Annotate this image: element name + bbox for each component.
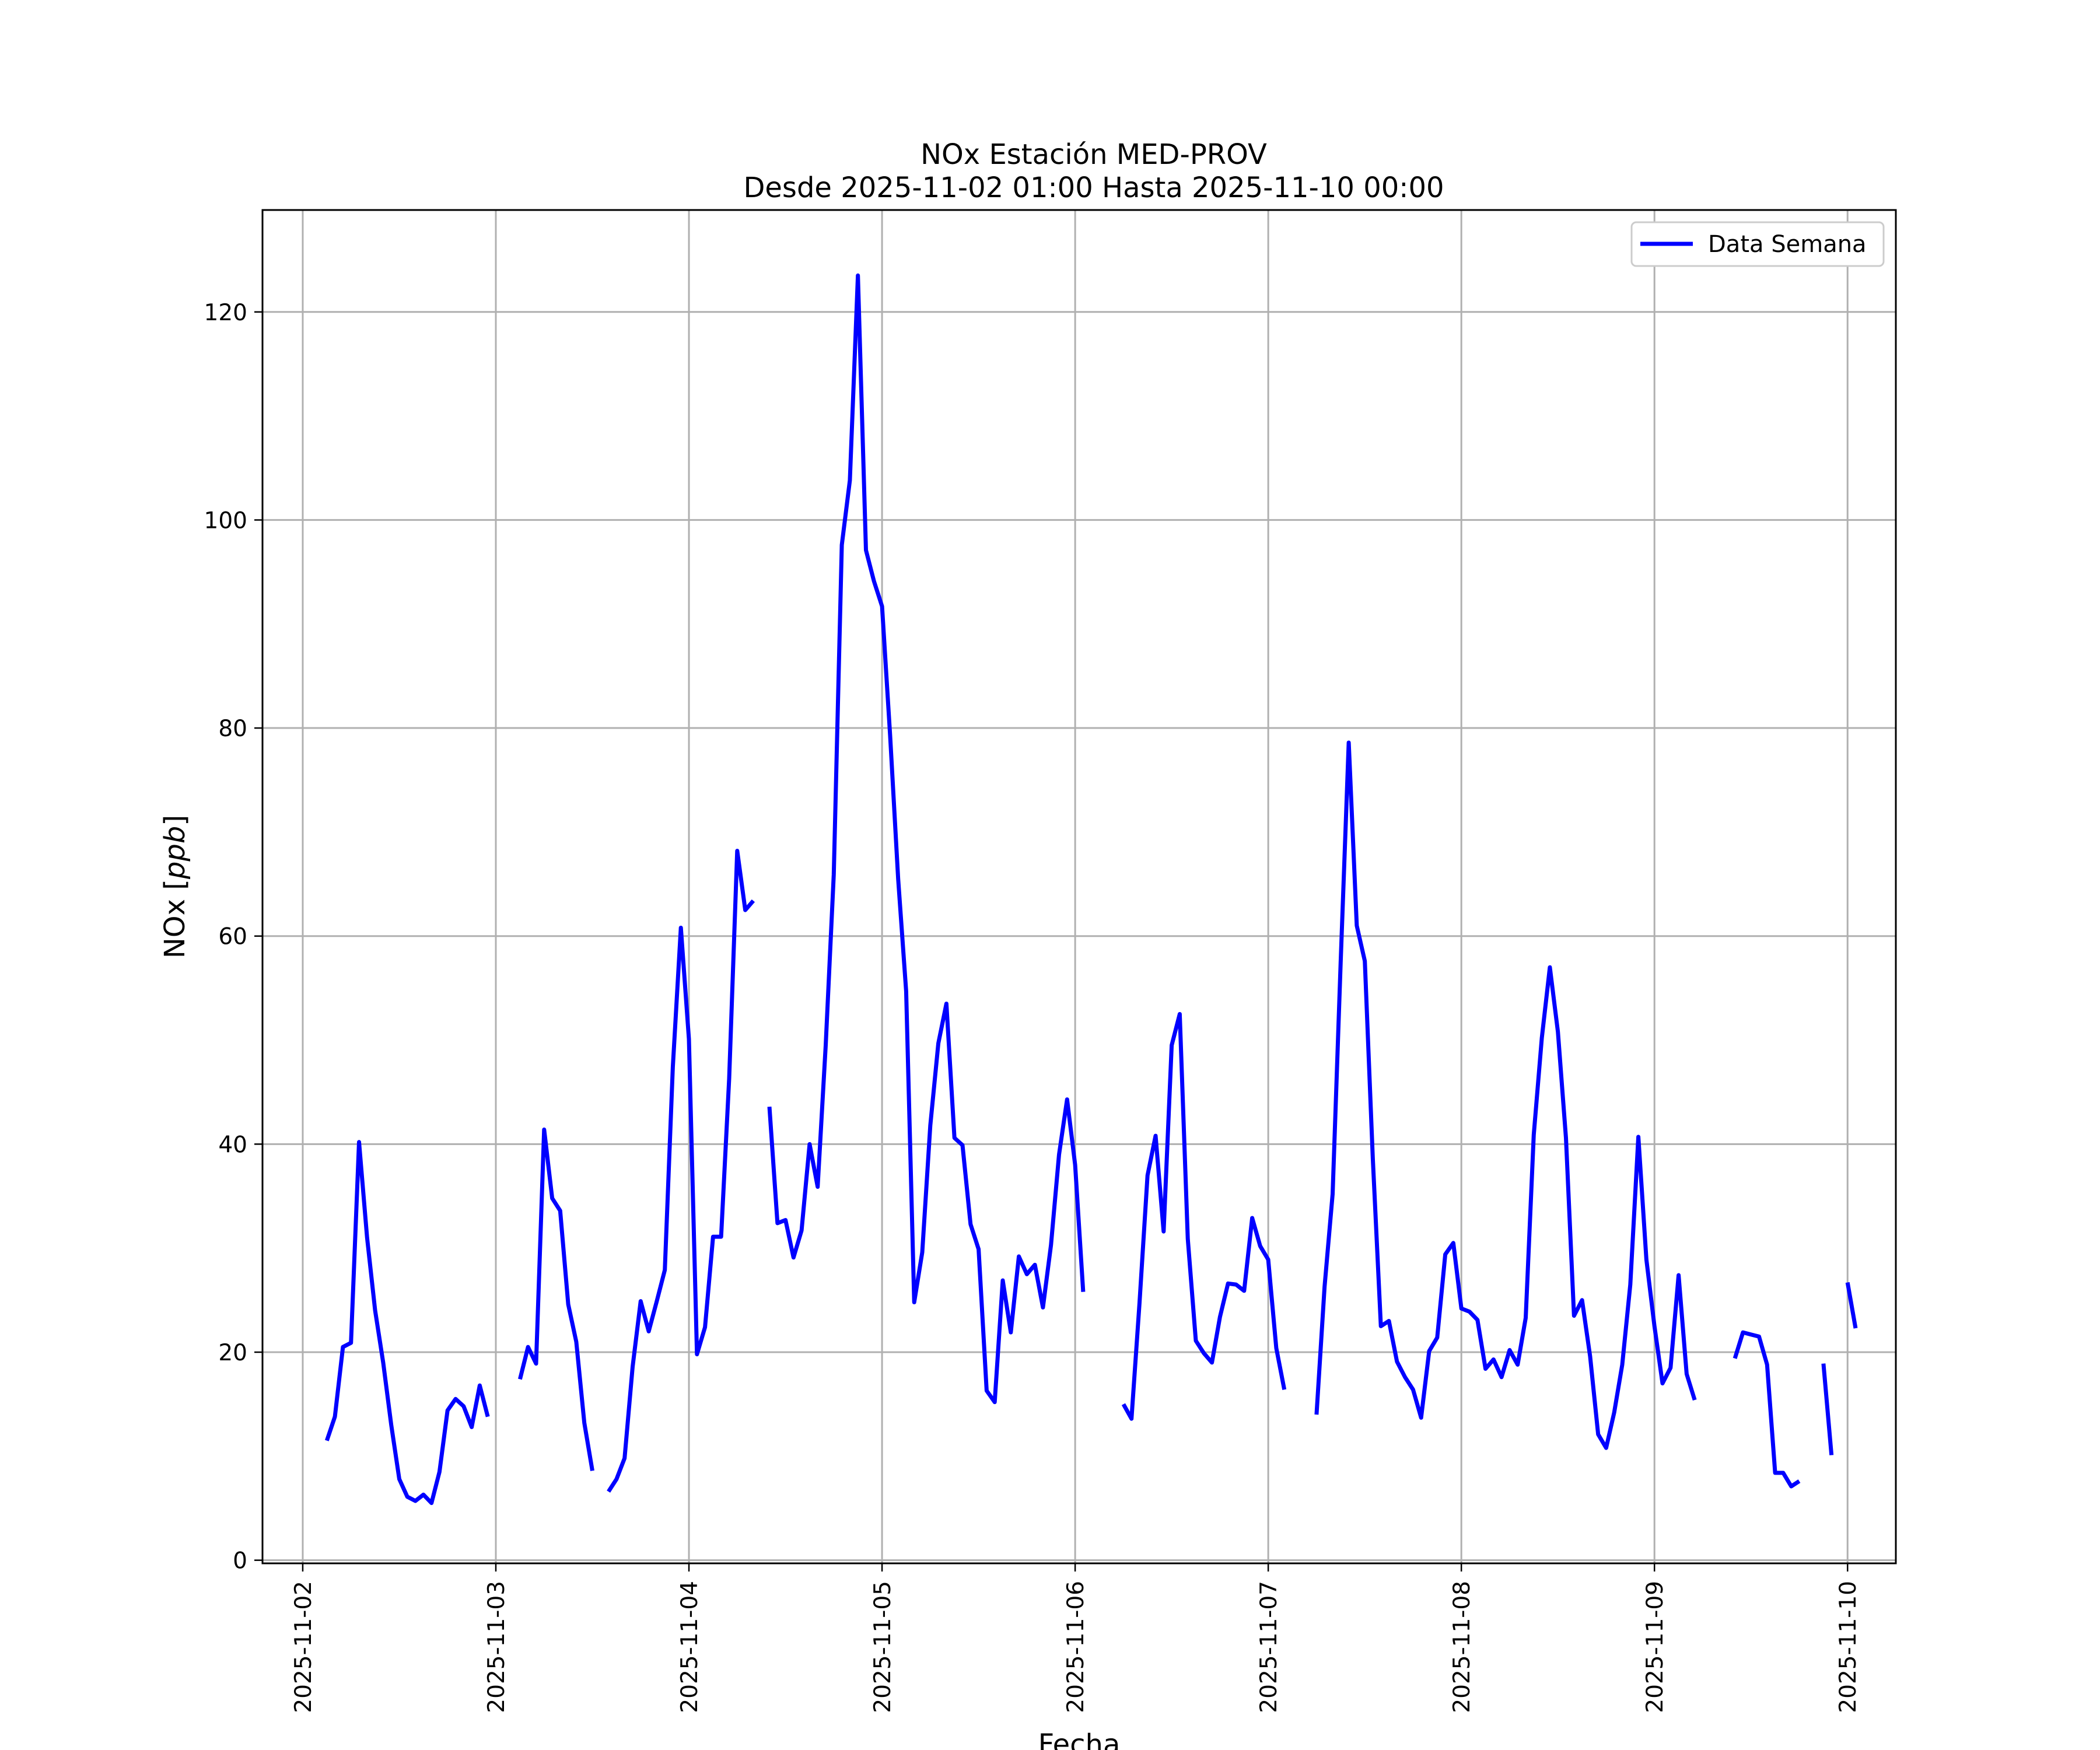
- y-tick-label: 20: [218, 1340, 247, 1366]
- y-axis-label-text: NOx [: [159, 879, 191, 958]
- chart-title: NOx Estación MED-PROV: [921, 138, 1267, 171]
- y-tick-label: 60: [218, 924, 247, 950]
- ticks: 0 20 40 60 80 100 120 2025-11-02 2025-11-03 2025-…: [204, 300, 1862, 1713]
- chart-subtitle: Desde 2025-11-02 01:00 Hasta 2025-11-10 …: [743, 172, 1444, 204]
- series-line-segment: [1732, 1330, 1801, 1489]
- y-tick-label: 40: [218, 1132, 247, 1158]
- series-line-segment: [1314, 740, 1697, 1450]
- x-tick-label: 2025-11-08: [1449, 1581, 1475, 1713]
- legend-label: Data Semana: [1708, 231, 1867, 258]
- series-line-segment: [324, 1140, 490, 1506]
- y-tick-label: 120: [204, 300, 247, 326]
- y-axis-label-close: ]: [159, 815, 191, 826]
- series-line-segment: [1845, 1282, 1858, 1329]
- x-tick-label: 2025-11-07: [1256, 1581, 1282, 1713]
- x-tick-label: 2025-11-03: [484, 1581, 510, 1713]
- x-tick-label: 2025-11-02: [290, 1581, 317, 1713]
- x-tick-label: 2025-11-04: [677, 1581, 703, 1713]
- series-layer: [324, 273, 1858, 1506]
- legend: Data Semana: [1630, 221, 1885, 267]
- legend-box: [1630, 221, 1885, 267]
- series-line-segment: [518, 1127, 594, 1471]
- y-tick-label: 100: [204, 508, 247, 534]
- series-line-segment: [1121, 1012, 1287, 1421]
- series-line-segment: [1821, 1363, 1834, 1455]
- x-tick-label: 2025-11-09: [1642, 1581, 1668, 1713]
- x-axis-label: Fecha: [1038, 1728, 1121, 1750]
- y-axis-label: NOx [ppb]: [159, 815, 191, 958]
- y-tick-label: 0: [233, 1548, 247, 1574]
- plot-frame: [261, 209, 1897, 1564]
- series-line-segment: [767, 273, 1086, 1405]
- x-tick-label: 2025-11-06: [1063, 1581, 1089, 1713]
- series-line-segment: [607, 849, 755, 1493]
- grid: [262, 210, 1896, 1563]
- x-tick-label: 2025-11-05: [870, 1581, 896, 1713]
- x-tick-label: 2025-11-10: [1835, 1581, 1861, 1713]
- y-axis-label-unit: ppb: [159, 826, 191, 880]
- y-tick-label: 80: [218, 716, 247, 742]
